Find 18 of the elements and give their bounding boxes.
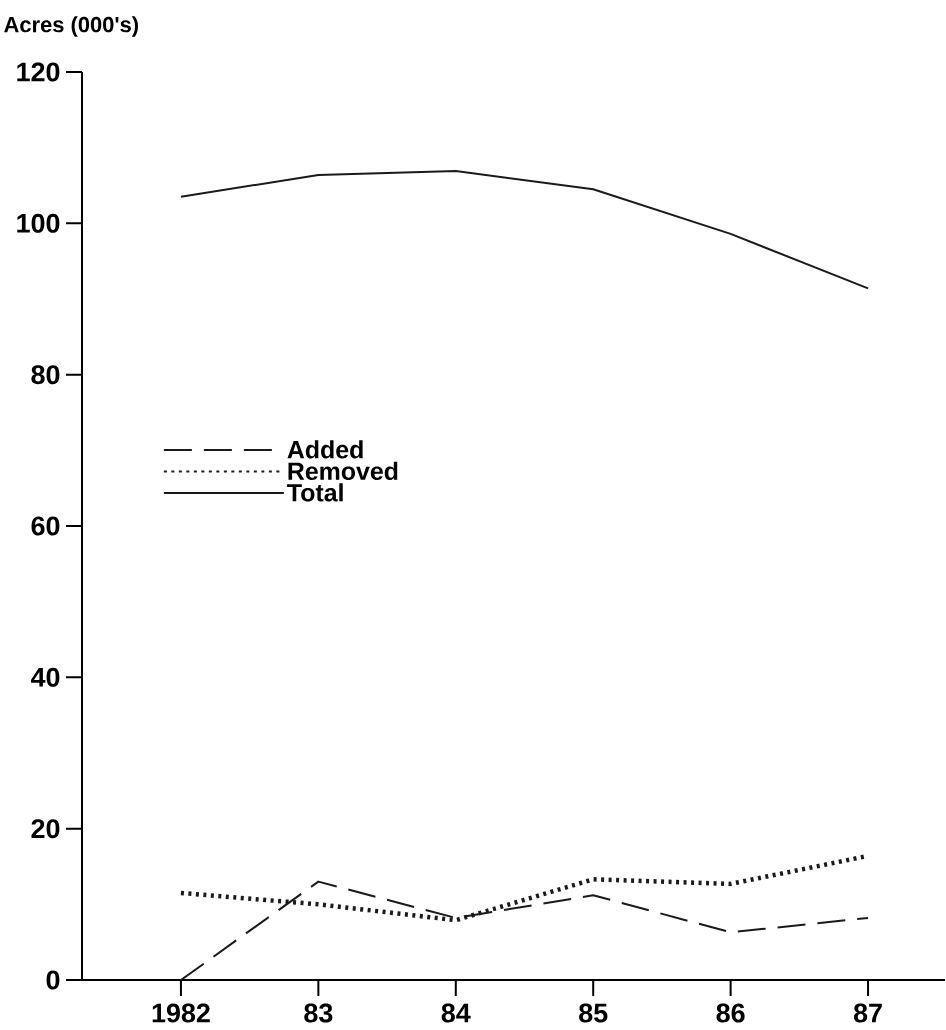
x-tick-label: 87: [853, 1003, 882, 1023]
x-tick-label: 86: [716, 1003, 745, 1023]
y-axis-title: Acres (000's): [4, 16, 138, 37]
x-tick-label: 84: [441, 1003, 471, 1023]
y-tick-label: 100: [17, 213, 60, 233]
legend-label: Added: [287, 440, 363, 459]
x-tick-label: 85: [579, 1003, 608, 1023]
legend-label: Removed: [288, 461, 398, 481]
y-tick-label: 0: [46, 970, 60, 990]
line-series: [179, 170, 870, 290]
y-tick-label: 60: [31, 516, 60, 536]
y-tick-label: 120: [17, 62, 60, 82]
x-tick-label: 1982: [152, 1003, 210, 1023]
legend-label: Total: [287, 483, 343, 502]
y-tick-label: 40: [30, 667, 60, 687]
y-tick-label: 80: [31, 365, 60, 385]
x-tick-label: 83: [304, 1003, 333, 1023]
y-tick-label: 20: [31, 819, 60, 839]
